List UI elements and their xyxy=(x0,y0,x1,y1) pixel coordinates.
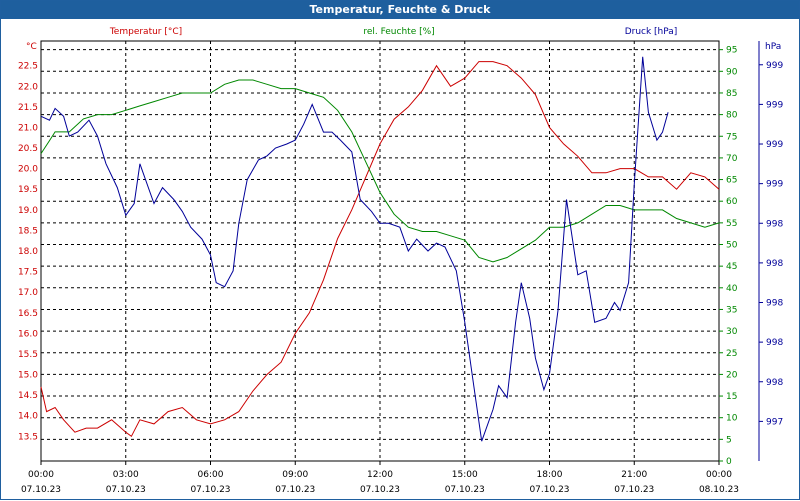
pressure-tick-label: 999 xyxy=(766,100,783,110)
x-tick-time: 03:00 xyxy=(113,470,139,480)
humidity-tick-label: 30 xyxy=(726,327,738,337)
pressure-tick-label: 998 xyxy=(766,299,783,309)
x-tick-date: 07.10.23 xyxy=(614,485,654,495)
temp-tick-label: 17.5 xyxy=(18,268,38,278)
x-tick-time: 00:00 xyxy=(28,470,54,480)
humidity-tick-label: 20 xyxy=(726,370,738,380)
x-tick-time: 18:00 xyxy=(537,470,563,480)
humidity-tick-label: 75 xyxy=(726,132,737,142)
pressure-tick-label: 998 xyxy=(766,219,783,229)
temp-tick-label: 22.5 xyxy=(18,62,38,72)
temp-tick-label: 19.5 xyxy=(18,185,38,195)
humidity-tick-label: 25 xyxy=(726,349,737,359)
x-tick-date: 07.10.23 xyxy=(190,485,230,495)
pressure-tick-label: 999 xyxy=(766,180,783,190)
humidity-tick-label: 45 xyxy=(726,262,737,272)
pressure-tick-label: 999 xyxy=(766,140,783,150)
humidity-axis-label: rel. Feuchte [%] xyxy=(363,27,434,37)
x-tick-date: 08.10.23 xyxy=(699,485,739,495)
temp-tick-label: 14.0 xyxy=(18,412,38,422)
x-tick-date: 07.10.23 xyxy=(529,485,569,495)
pressure-axis-label: Druck [hPa] xyxy=(625,27,678,37)
x-tick-date: 07.10.23 xyxy=(275,485,315,495)
humidity-tick-label: 90 xyxy=(726,67,738,77)
temp-tick-label: 21.5 xyxy=(18,103,38,113)
humidity-tick-label: 80 xyxy=(726,111,738,121)
temp-tick-label: 19.0 xyxy=(18,206,38,216)
humidity-tick-label: 0 xyxy=(726,457,732,467)
x-tick-time: 00:00 xyxy=(706,470,732,480)
x-tick-date: 07.10.23 xyxy=(21,485,61,495)
humidity-tick-label: 40 xyxy=(726,284,738,294)
x-tick-date: 07.10.23 xyxy=(445,485,485,495)
humidity-tick-label: 15 xyxy=(726,392,737,402)
humidity-tick-label: 5 xyxy=(726,435,732,445)
temp-tick-label: 14.5 xyxy=(18,391,38,401)
humidity-tick-label: 65 xyxy=(726,176,737,186)
x-tick-time: 09:00 xyxy=(282,470,308,480)
pressure-tick-label: 998 xyxy=(766,338,783,348)
temp-tick-label: 16.5 xyxy=(18,309,38,319)
humidity-tick-label: 85 xyxy=(726,89,737,99)
x-tick-date: 07.10.23 xyxy=(106,485,146,495)
temp-tick-label: 16.0 xyxy=(18,329,38,339)
temp-axis-label: Temperatur [°C] xyxy=(109,27,182,37)
x-tick-time: 12:00 xyxy=(367,470,393,480)
pressure-tick-label: 997 xyxy=(766,417,783,427)
pressure-tick-label: 999 xyxy=(766,61,783,71)
temp-tick-label: 15.5 xyxy=(18,350,38,360)
x-tick-date: 07.10.23 xyxy=(360,485,400,495)
temp-tick-label: 18.0 xyxy=(18,247,38,257)
pressure-series-line xyxy=(40,56,669,442)
temp-tick-label: 20.5 xyxy=(18,144,38,154)
x-tick-time: 21:00 xyxy=(621,470,647,480)
humidity-tick-label: 55 xyxy=(726,219,737,229)
temp-tick-label: 22.0 xyxy=(18,82,38,92)
pressure-unit: hPa xyxy=(765,42,781,52)
temp-tick-label: 17.0 xyxy=(18,288,38,298)
chart-title: Temperatur, Feuchte & Druck xyxy=(1,1,799,19)
temp-tick-label: 21.0 xyxy=(18,123,38,133)
temp-tick-label: 13.5 xyxy=(18,432,38,442)
humidity-tick-label: 95 xyxy=(726,46,737,56)
humidity-tick-label: 35 xyxy=(726,305,737,315)
x-tick-time: 06:00 xyxy=(198,470,224,480)
humidity-series-line xyxy=(40,79,720,263)
temp-tick-label: 20.0 xyxy=(18,165,38,175)
humidity-tick-label: 60 xyxy=(726,197,738,207)
pressure-tick-label: 998 xyxy=(766,259,783,269)
humidity-tick-label: 70 xyxy=(726,154,738,164)
temp-tick-label: 15.0 xyxy=(18,371,38,381)
humidity-tick-label: 10 xyxy=(726,414,738,424)
temp-unit: °C xyxy=(26,42,37,52)
humidity-tick-label: 50 xyxy=(726,241,738,251)
temp-tick-label: 18.5 xyxy=(18,226,38,236)
x-tick-time: 15:00 xyxy=(452,470,478,480)
pressure-tick-label: 998 xyxy=(766,378,783,388)
temperature-series-line xyxy=(40,61,720,438)
